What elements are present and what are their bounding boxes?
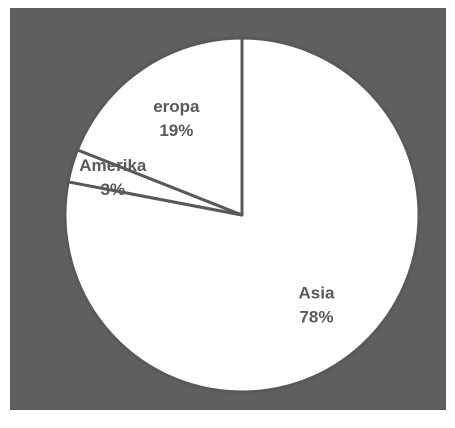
pie-slice xyxy=(63,36,421,394)
data-label-category: Amerika xyxy=(79,156,147,175)
data-label-category: eropa xyxy=(153,97,200,116)
data-label-value: 78% xyxy=(299,307,333,326)
data-label-value: 3% xyxy=(101,180,126,199)
pie-slice xyxy=(75,36,244,217)
data-label-category: Asia xyxy=(299,283,335,302)
data-label-value: 19% xyxy=(159,121,193,140)
